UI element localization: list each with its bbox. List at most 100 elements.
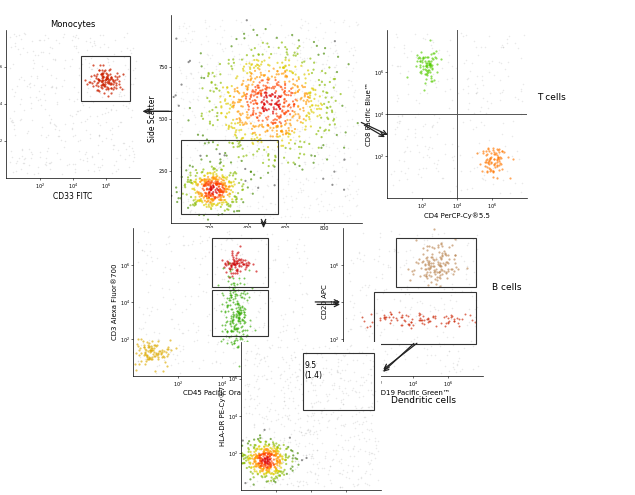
- Point: [140, 349, 150, 357]
- Point: [210, 194, 220, 201]
- Point: [224, 264, 234, 272]
- Point: [438, 251, 448, 259]
- Point: [14, 31, 24, 39]
- Point: [421, 81, 431, 89]
- Point: [223, 136, 233, 144]
- Point: [297, 352, 307, 360]
- Point: [246, 70, 257, 78]
- Point: [174, 102, 184, 110]
- Point: [460, 270, 471, 278]
- Point: [236, 289, 246, 297]
- Point: [479, 168, 490, 176]
- Point: [246, 448, 256, 456]
- Point: [269, 102, 279, 110]
- Point: [102, 86, 112, 94]
- Point: [285, 434, 295, 442]
- Point: [279, 89, 289, 97]
- Point: [107, 76, 117, 84]
- Point: [231, 74, 241, 82]
- Point: [274, 102, 284, 110]
- Point: [114, 151, 124, 159]
- Point: [225, 92, 236, 100]
- Point: [242, 201, 252, 209]
- Point: [97, 70, 107, 78]
- Point: [416, 264, 426, 272]
- Point: [427, 65, 437, 73]
- Point: [99, 40, 109, 48]
- Point: [225, 317, 235, 325]
- Point: [255, 463, 265, 471]
- Point: [270, 83, 280, 91]
- Point: [119, 33, 129, 41]
- Point: [222, 228, 232, 236]
- Point: [259, 146, 269, 154]
- Point: [247, 133, 257, 141]
- Point: [241, 77, 251, 85]
- Point: [265, 110, 276, 118]
- Point: [462, 31, 472, 39]
- Point: [269, 181, 279, 189]
- Point: [262, 459, 272, 467]
- Point: [253, 452, 263, 460]
- Point: [402, 282, 412, 290]
- Point: [400, 148, 410, 155]
- Point: [401, 259, 411, 267]
- Point: [128, 45, 138, 52]
- Point: [449, 255, 459, 263]
- Point: [293, 50, 303, 58]
- Point: [218, 292, 228, 299]
- Point: [260, 66, 270, 74]
- Point: [330, 28, 340, 36]
- Point: [337, 356, 347, 364]
- Point: [92, 70, 102, 78]
- Point: [322, 103, 332, 111]
- Point: [206, 70, 216, 78]
- Point: [478, 174, 488, 182]
- Point: [396, 321, 406, 329]
- Point: [246, 346, 256, 354]
- Point: [417, 298, 427, 306]
- Point: [29, 170, 39, 178]
- Point: [271, 455, 281, 463]
- Point: [225, 191, 235, 198]
- Point: [263, 463, 273, 471]
- Point: [316, 372, 326, 380]
- Point: [288, 448, 298, 456]
- Point: [247, 88, 257, 96]
- Point: [211, 81, 222, 89]
- Point: [201, 288, 211, 296]
- Point: [349, 88, 359, 96]
- Point: [158, 294, 168, 301]
- Point: [404, 147, 415, 155]
- Point: [329, 110, 339, 118]
- Point: [287, 356, 297, 364]
- Point: [262, 446, 272, 453]
- Point: [305, 94, 315, 102]
- Point: [242, 296, 252, 304]
- Point: [494, 145, 504, 152]
- Point: [206, 203, 216, 211]
- Point: [164, 232, 174, 240]
- Point: [95, 44, 105, 51]
- Point: [248, 151, 258, 159]
- Point: [364, 332, 375, 340]
- Point: [420, 53, 431, 61]
- Point: [105, 65, 115, 73]
- Point: [215, 159, 225, 167]
- Point: [74, 71, 84, 79]
- Point: [262, 452, 272, 460]
- Point: [102, 73, 112, 81]
- Point: [336, 411, 346, 419]
- Point: [171, 154, 182, 162]
- Point: [159, 347, 169, 355]
- Point: [218, 180, 228, 188]
- Point: [190, 172, 201, 180]
- Point: [149, 328, 159, 336]
- Point: [227, 318, 237, 326]
- Point: [141, 259, 151, 267]
- Point: [40, 97, 50, 104]
- Point: [138, 339, 148, 346]
- Point: [251, 463, 261, 471]
- Point: [270, 406, 280, 414]
- Point: [147, 346, 157, 354]
